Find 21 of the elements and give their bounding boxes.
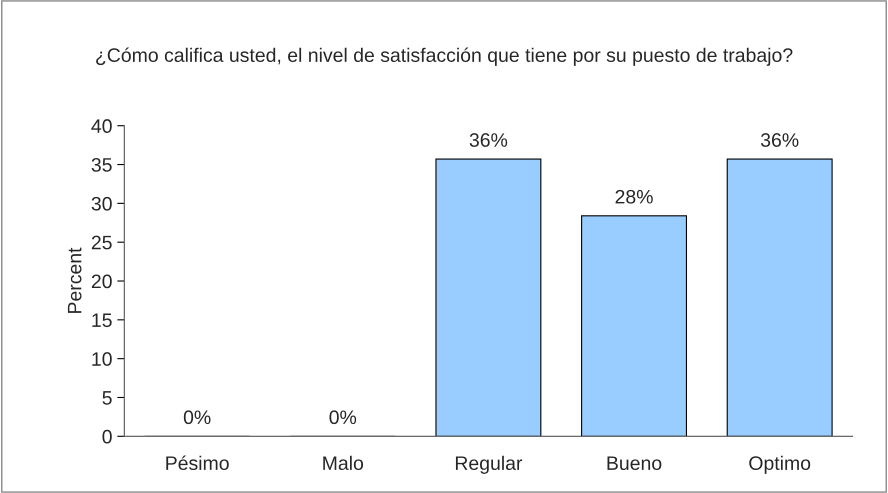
y-tick-label: 20 xyxy=(92,274,112,288)
data-label: 36% xyxy=(470,133,508,147)
y-tick-label: 35 xyxy=(92,158,112,172)
x-tick-label: Malo xyxy=(323,456,364,470)
y-tick-label: 15 xyxy=(92,314,112,328)
y-tick-label: 0 xyxy=(102,430,112,444)
y-axis-title: Percent xyxy=(68,248,82,313)
y-tick-label: 25 xyxy=(92,236,112,250)
x-tick-label: Bueno xyxy=(608,456,662,470)
data-label: 0% xyxy=(184,410,210,424)
data-label: 28% xyxy=(616,190,653,204)
x-tick-label: Regular xyxy=(456,456,522,474)
data-label: 36% xyxy=(760,133,798,147)
chart-title: ¿Cómo califica usted, el nivel de satisfacción que tiene por su puesto de trabajo? xyxy=(96,48,792,66)
y-tick-label: 40 xyxy=(91,119,112,133)
y-tick-label: 5 xyxy=(102,391,112,405)
x-tick-label: Pésimo xyxy=(166,456,229,470)
y-tick-label: 30 xyxy=(92,196,112,211)
data-label: 0% xyxy=(329,410,356,424)
x-tick-label: Optimo xyxy=(749,456,810,474)
y-tick-label: 10 xyxy=(92,352,112,366)
